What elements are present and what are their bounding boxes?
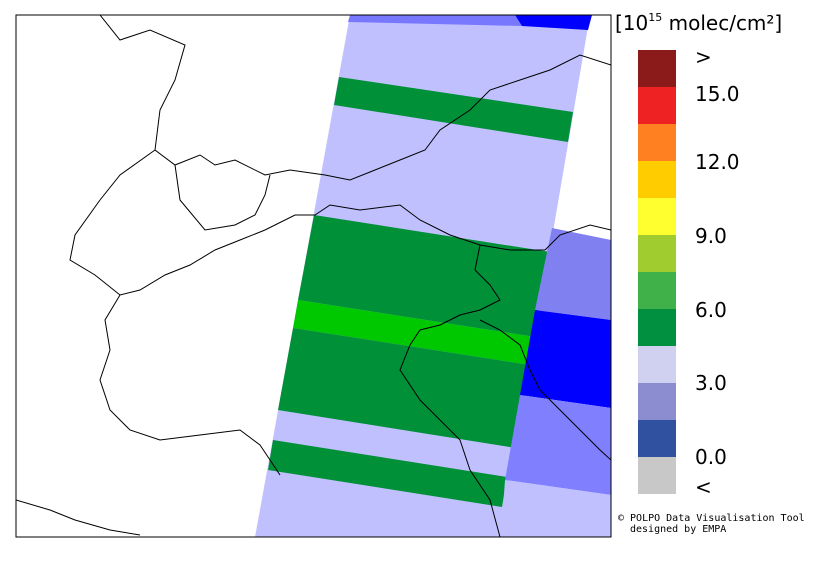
swath-band xyxy=(501,480,611,537)
colorbar-swatch xyxy=(638,420,676,457)
colorbar-swatch xyxy=(638,198,676,235)
colorbar-swatch xyxy=(638,272,676,309)
map-frame xyxy=(15,14,612,538)
colorbar-label: 9.0 xyxy=(695,224,727,248)
colorbar-swatch xyxy=(638,50,676,87)
colorbar-swatch xyxy=(638,309,676,346)
legend-unit: [1015 molec/cm²] xyxy=(615,11,782,35)
credit: designed by EMPA xyxy=(630,524,726,535)
border xyxy=(99,15,611,181)
swath-band xyxy=(520,310,611,408)
colorbar-label: > xyxy=(695,45,712,69)
swath-band xyxy=(348,15,522,26)
colorbar-label: 3.0 xyxy=(695,371,727,395)
colorbar: > 15.0 12.0 9.0 6.0 3.0 0.0 < xyxy=(638,45,740,499)
border xyxy=(174,164,271,231)
swath-band xyxy=(268,440,507,507)
colorbar-swatch xyxy=(638,124,676,161)
swath-band xyxy=(278,328,530,448)
colorbar-swatch xyxy=(638,457,676,494)
colorbar-swatch xyxy=(638,235,676,272)
border xyxy=(69,149,545,296)
border xyxy=(16,499,141,536)
swath-band xyxy=(334,77,573,142)
swath-band xyxy=(293,300,535,365)
coastline xyxy=(399,244,501,537)
border xyxy=(544,224,611,251)
colorbar-swatch xyxy=(638,161,676,198)
colorbar-swatch xyxy=(638,383,676,420)
colorbar-label: 12.0 xyxy=(695,150,740,174)
colorbar-label: 6.0 xyxy=(695,298,727,322)
colorbar-label: 0.0 xyxy=(695,445,727,469)
border xyxy=(99,294,281,476)
credit: © POLPO Data Visualisation Tool xyxy=(618,513,805,524)
colorbar-swatch xyxy=(638,346,676,383)
colorbar-label: < xyxy=(695,475,712,499)
swath-band xyxy=(505,395,611,495)
colorbar-swatch xyxy=(638,87,676,124)
coastline xyxy=(479,319,611,461)
map xyxy=(16,15,611,537)
swath-band xyxy=(535,228,611,320)
colorbar-label: 15.0 xyxy=(695,82,740,106)
swath-band xyxy=(515,15,592,30)
